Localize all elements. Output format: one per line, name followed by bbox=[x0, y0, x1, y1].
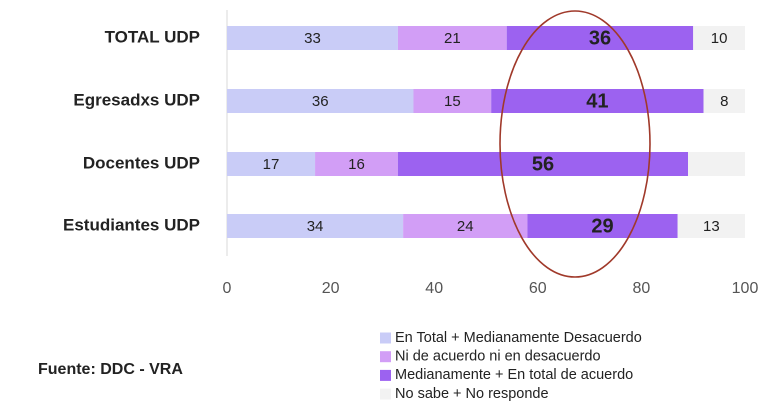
x-tick-label: 80 bbox=[633, 280, 651, 297]
category-label: Docentes UDP bbox=[83, 153, 200, 172]
data-label: 8 bbox=[720, 93, 728, 110]
bar-segment bbox=[413, 89, 492, 113]
data-label: 33 bbox=[304, 30, 321, 47]
category-label: Egresadxs UDP bbox=[73, 90, 200, 109]
bar-segment bbox=[403, 214, 528, 238]
bar-segment bbox=[227, 214, 404, 238]
bar-segment bbox=[688, 152, 745, 176]
legend-swatch bbox=[380, 351, 391, 363]
data-label: 17 bbox=[263, 156, 280, 173]
bar-segment bbox=[227, 152, 316, 176]
bar-segment bbox=[506, 26, 694, 50]
data-label: 24 bbox=[457, 218, 474, 235]
data-label: 36 bbox=[312, 93, 329, 110]
legend-label: En Total + Medianamente Desacuerdo bbox=[395, 330, 642, 346]
data-label: 13 bbox=[703, 218, 720, 235]
data-label: 34 bbox=[307, 218, 324, 235]
legend-label: No sabe + No responde bbox=[395, 386, 549, 402]
legend-label: Ni de acuerdo ni en desacuerdo bbox=[395, 349, 601, 365]
bar-segment bbox=[491, 89, 704, 113]
bar-segment bbox=[693, 26, 745, 50]
legend-label: Medianamente + En total de acuerdo bbox=[395, 367, 633, 383]
data-label: 15 bbox=[444, 93, 461, 110]
data-label: 36 bbox=[589, 27, 611, 49]
bar-segment bbox=[703, 89, 745, 113]
bar-segment bbox=[315, 152, 398, 176]
data-label: 29 bbox=[591, 215, 613, 237]
bar-segment bbox=[397, 26, 507, 50]
data-label: 21 bbox=[444, 30, 461, 47]
x-tick-label: 100 bbox=[732, 280, 759, 297]
data-label: 16 bbox=[348, 156, 365, 173]
x-tick-label: 0 bbox=[223, 280, 232, 297]
bar-segment bbox=[527, 214, 678, 238]
bar-segment bbox=[677, 214, 745, 238]
legend-swatch bbox=[380, 369, 391, 381]
bars bbox=[227, 26, 745, 238]
source: Fuente: DDC - VRA bbox=[38, 361, 183, 378]
x-tick-label: 60 bbox=[529, 280, 547, 297]
data-label: 10 bbox=[711, 30, 728, 47]
category-label: Estudiantes UDP bbox=[63, 215, 200, 234]
x-tick-label: 40 bbox=[425, 280, 443, 297]
data-label: 56 bbox=[532, 153, 554, 175]
legend-swatch bbox=[380, 332, 391, 344]
highlight-ellipse bbox=[499, 10, 651, 278]
legend-swatch bbox=[380, 388, 391, 400]
bar-segment bbox=[227, 89, 414, 113]
category-label: TOTAL UDP bbox=[105, 27, 200, 46]
data-label: 41 bbox=[586, 90, 608, 112]
bar-segment bbox=[227, 26, 398, 50]
bar-segment bbox=[397, 152, 689, 176]
x-tick-label: 20 bbox=[322, 280, 340, 297]
